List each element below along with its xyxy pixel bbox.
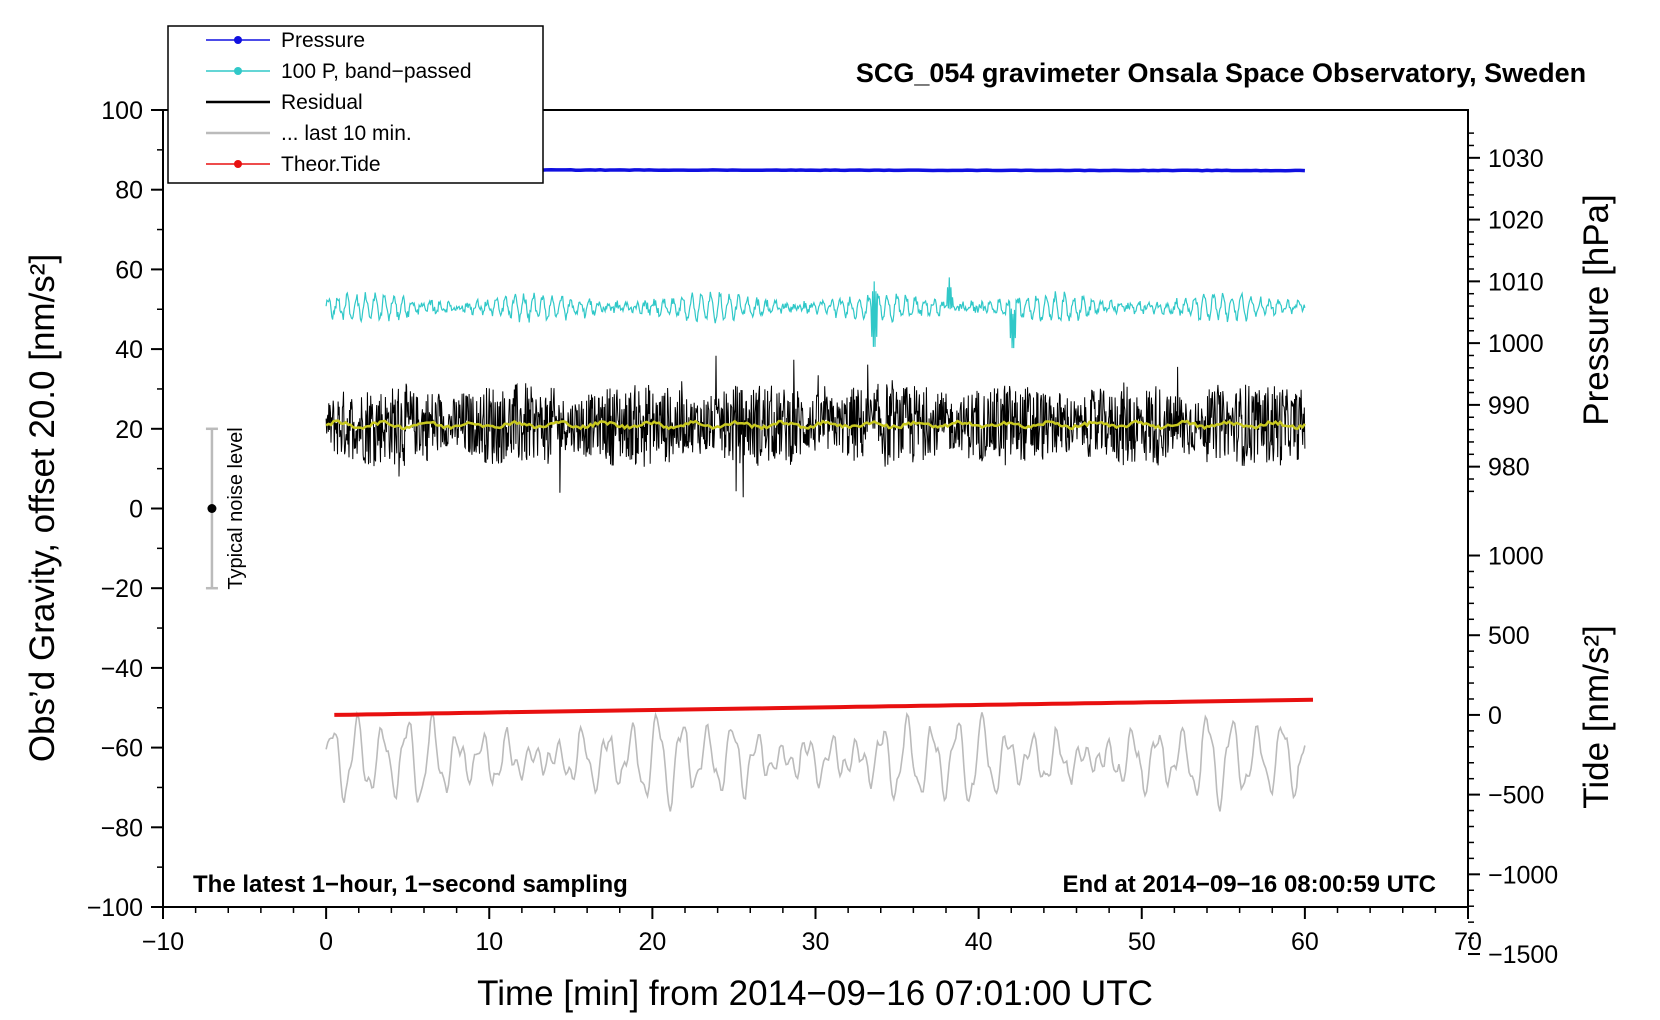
noise-indicator: Typical noise level xyxy=(205,427,247,590)
y-left-tick-label: 40 xyxy=(115,336,143,364)
x-tick-label: 50 xyxy=(1128,928,1156,956)
y-tide-tick-label: 500 xyxy=(1488,622,1530,650)
noise-label: Typical noise level xyxy=(225,427,247,589)
series-band-passed-line xyxy=(325,277,1306,349)
y-tide-tick-label: −1500 xyxy=(1488,941,1558,969)
y-axis-left-label: Obs’d Gravity, offset 20.0 [nm/s²] xyxy=(23,254,62,762)
x-tick-label: 60 xyxy=(1291,928,1319,956)
annotation-bottom-right: End at 2014−09−16 08:00:59 UTC xyxy=(1062,871,1436,898)
y-tide-tick-label: −1000 xyxy=(1488,861,1558,889)
y-left-tick-label: 100 xyxy=(101,97,143,125)
y-axis-left-unit: [nm/s²] xyxy=(23,254,62,361)
y-pressure-tick-label: 980 xyxy=(1488,454,1530,482)
y-left-tick-label: −40 xyxy=(101,655,143,683)
y-left-tick-label: 60 xyxy=(115,256,143,284)
y-pressure-tick-label: 1000 xyxy=(1488,330,1544,358)
series-residual-smoothed-line xyxy=(325,419,1306,431)
legend: Pressure 100 P, band−passed Residual ... la… xyxy=(167,25,544,184)
y-left-tick-label: 0 xyxy=(129,496,143,524)
y-pressure-tick-label: 1020 xyxy=(1488,207,1544,235)
legend-label: Pressure xyxy=(281,29,365,52)
y-tide-tick-label: 1000 xyxy=(1488,543,1544,571)
y-left-tick-label: 20 xyxy=(115,416,143,444)
legend-marker xyxy=(234,36,242,44)
x-tick-label: 40 xyxy=(965,928,993,956)
legend-marker xyxy=(234,160,242,168)
series-last-10-min-line xyxy=(325,710,1306,812)
y-left-tick-label: −80 xyxy=(101,814,143,842)
y-left-tick-label: −100 xyxy=(87,894,143,922)
legend-box xyxy=(167,25,544,184)
annotation-bottom-left: The latest 1−hour, 1−second sampling xyxy=(193,871,628,898)
y-axis-left-label-text: Obs’d Gravity, offset 20.0 xyxy=(23,371,62,763)
x-tick-label: 0 xyxy=(319,928,333,956)
y-left-tick-label: −20 xyxy=(101,575,143,603)
y-axis-tide-label: Tide [nm/s²] xyxy=(1577,625,1616,808)
series-tide-line xyxy=(334,697,1314,717)
x-tick-label: 20 xyxy=(638,928,666,956)
axes-layer: −10 0 10 20 30 40 50 60 70100806040200−20−40−60−… xyxy=(87,97,1559,969)
y-tide-tick-label: 0 xyxy=(1488,702,1502,730)
y-left-tick-label: −60 xyxy=(101,735,143,763)
y-axis-pressure-label: Pressure [hPa] xyxy=(1577,194,1616,426)
y-pressure-tick-label: 1010 xyxy=(1488,268,1544,296)
x-tick-label: 10 xyxy=(475,928,503,956)
y-pressure-tick-label: 990 xyxy=(1488,392,1530,420)
y-axis-tide-label-text: Tide xyxy=(1577,742,1616,809)
legend-label: 100 P, band−passed xyxy=(281,60,472,83)
x-axis-label: Time [min] from 2014−09−16 07:01:00 UTC xyxy=(477,974,1153,1013)
y-axis-tide-unit: [nm/s²] xyxy=(1577,625,1616,732)
legend-marker xyxy=(234,67,242,75)
legend-label: ... last 10 min. xyxy=(281,122,412,145)
y-left-tick-label: 80 xyxy=(115,177,143,205)
y-tide-tick-label: −500 xyxy=(1488,782,1544,810)
series-layer xyxy=(325,167,1314,812)
legend-label: Theor.Tide xyxy=(281,153,381,176)
x-tick-label: 30 xyxy=(802,928,830,956)
x-tick-label: 70 xyxy=(1454,928,1482,956)
plot-frame xyxy=(162,109,1469,908)
chart-title: SCG_054 gravimeter Onsala Space Observat… xyxy=(856,58,1586,88)
legend-label: Residual xyxy=(281,91,363,114)
noise-center-dot xyxy=(207,504,217,513)
x-tick-label: −10 xyxy=(142,928,184,956)
series-residual-line xyxy=(325,355,1306,498)
y-pressure-tick-label: 1030 xyxy=(1488,145,1544,173)
